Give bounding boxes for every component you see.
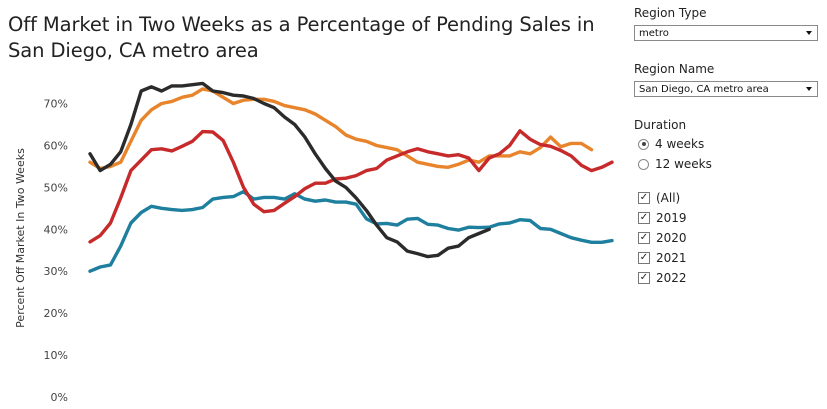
year-filter-2020[interactable]: ✓ 2020 xyxy=(638,230,687,246)
y-tick-label: 20% xyxy=(44,307,68,320)
checkbox-checked-icon: ✓ xyxy=(638,232,650,244)
y-axis-label: Percent Off Market In Two Weeks xyxy=(14,148,27,328)
region-name-select[interactable]: San Diego, CA metro area xyxy=(634,81,818,97)
duration-label: Duration xyxy=(634,118,687,132)
duration-option-label: 12 weeks xyxy=(655,157,712,171)
year-filter-label: 2019 xyxy=(656,211,687,225)
y-tick-label: 60% xyxy=(44,139,68,152)
y-tick-label: 0% xyxy=(51,391,68,404)
series-line-1 xyxy=(88,87,594,171)
checkbox-checked-icon: ✓ xyxy=(638,212,650,224)
series-line-3 xyxy=(88,81,491,259)
duration-option-label: 4 weeks xyxy=(655,137,705,151)
region-name-label: Region Name xyxy=(634,62,715,76)
y-tick-label: 30% xyxy=(44,265,68,278)
y-axis: 0% 10% 20% 30% 40% 50% 60% 70% xyxy=(44,98,68,404)
year-filter-2022[interactable]: ✓ 2022 xyxy=(638,270,687,286)
checkbox-checked-icon: ✓ xyxy=(638,192,650,204)
dropdown-arrow-icon xyxy=(806,31,812,35)
checkbox-checked-icon: ✓ xyxy=(638,252,650,264)
dropdown-arrow-icon xyxy=(806,87,812,91)
y-tick-label: 10% xyxy=(44,349,68,362)
line-chart: 0% 10% 20% 30% 40% 50% 60% 70% Percent Off Mark… xyxy=(14,81,614,404)
region-type-select[interactable]: metro xyxy=(634,25,818,41)
y-tick-label: 70% xyxy=(44,98,68,111)
year-filter-2019[interactable]: ✓ 2019 xyxy=(638,210,687,226)
series-line-2 xyxy=(88,129,614,244)
radio-selected-icon xyxy=(638,138,649,150)
region-type-value: metro xyxy=(639,28,669,39)
y-tick-label: 40% xyxy=(44,223,68,236)
series-lines xyxy=(88,81,614,273)
series-line-0 xyxy=(88,189,614,273)
year-filter-label: 2020 xyxy=(656,231,687,245)
checkbox-checked-icon: ✓ xyxy=(638,272,650,284)
year-filter-label: 2021 xyxy=(656,251,687,265)
duration-option-4-weeks[interactable]: 4 weeks xyxy=(638,136,704,152)
radio-unselected-icon xyxy=(638,158,649,170)
chart-title: Off Market in Two Weeks as a Percentage … xyxy=(8,13,595,62)
year-filter-label: (All) xyxy=(656,191,681,205)
year-filter-label: 2022 xyxy=(656,271,687,285)
region-name-value: San Diego, CA metro area xyxy=(639,84,769,95)
y-tick-label: 50% xyxy=(44,181,68,194)
duration-option-12-weeks[interactable]: 12 weeks xyxy=(638,156,712,172)
region-type-label: Region Type xyxy=(634,6,707,20)
year-filter-all[interactable]: ✓ (All) xyxy=(638,190,680,206)
year-filter-2021[interactable]: ✓ 2021 xyxy=(638,250,687,266)
